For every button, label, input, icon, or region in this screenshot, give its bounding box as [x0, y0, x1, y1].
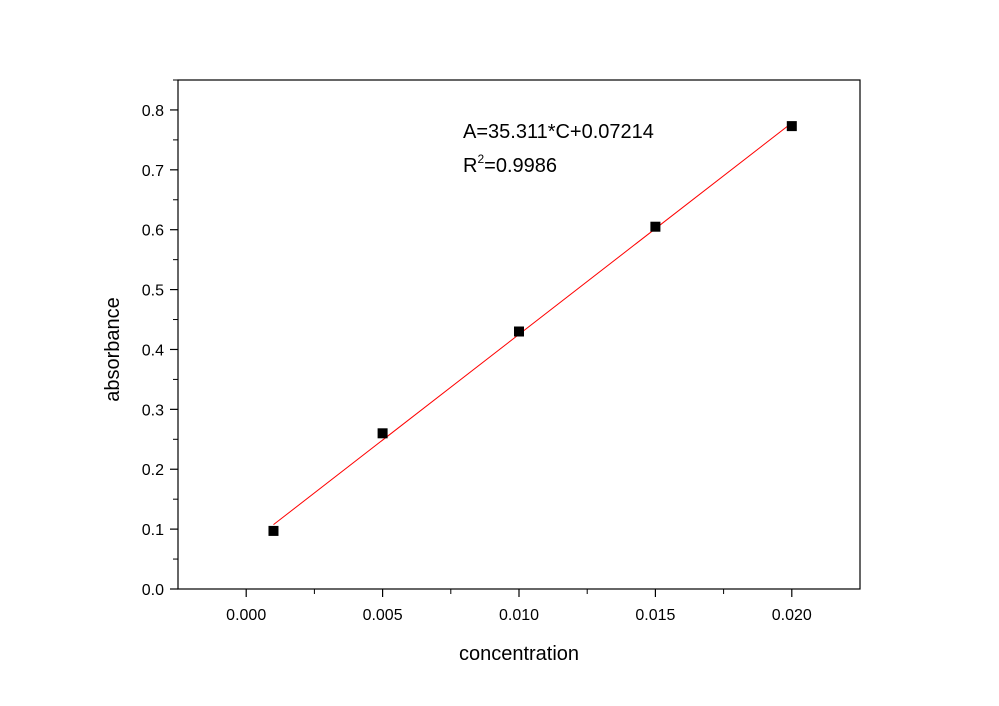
- x-axis-ticks: 0.000 0.005 0.010 0.015 0.020: [226, 589, 812, 624]
- r-squared-label: R2=0.9986: [463, 152, 557, 177]
- y-tick-label: 0.8: [142, 103, 164, 120]
- data-point: [377, 428, 388, 439]
- data-points-layer: [268, 121, 797, 536]
- x-tick-label: 0.020: [772, 607, 812, 624]
- fit-line-layer: [273, 122, 793, 526]
- x-tick-label: 0.000: [226, 607, 266, 624]
- data-point: [650, 221, 661, 232]
- r-squared-prefix: R: [463, 155, 477, 177]
- x-tick-label: 0.010: [499, 607, 539, 624]
- x-axis-title: concentration: [459, 643, 579, 665]
- y-tick-label: 0.1: [142, 522, 164, 539]
- y-axis-title: absorbance: [102, 297, 124, 402]
- data-point: [786, 121, 797, 132]
- x-tick-label: 0.005: [363, 607, 403, 624]
- y-tick-label: 0.7: [142, 163, 164, 180]
- y-tick-label: 0.4: [142, 342, 164, 359]
- fit-equation-label: A=35.311*C+0.07214: [463, 121, 654, 143]
- data-point: [268, 525, 279, 536]
- fit-line: [273, 122, 793, 526]
- y-axis-ticks: 0.0 0.1 0.2 0.3 0.4 0.5 0.6 0.7 0.8: [142, 79, 178, 599]
- y-tick-label: 0.0: [142, 582, 164, 599]
- y-tick-label: 0.3: [142, 402, 164, 419]
- y-tick-label: 0.6: [142, 223, 164, 240]
- r-squared-value: =0.9986: [484, 155, 557, 177]
- y-tick-label: 0.5: [142, 283, 164, 300]
- x-tick-label: 0.015: [635, 607, 675, 624]
- data-point: [514, 326, 524, 337]
- y-tick-label: 0.2: [142, 462, 164, 479]
- r-squared-superscript: 2: [477, 152, 484, 166]
